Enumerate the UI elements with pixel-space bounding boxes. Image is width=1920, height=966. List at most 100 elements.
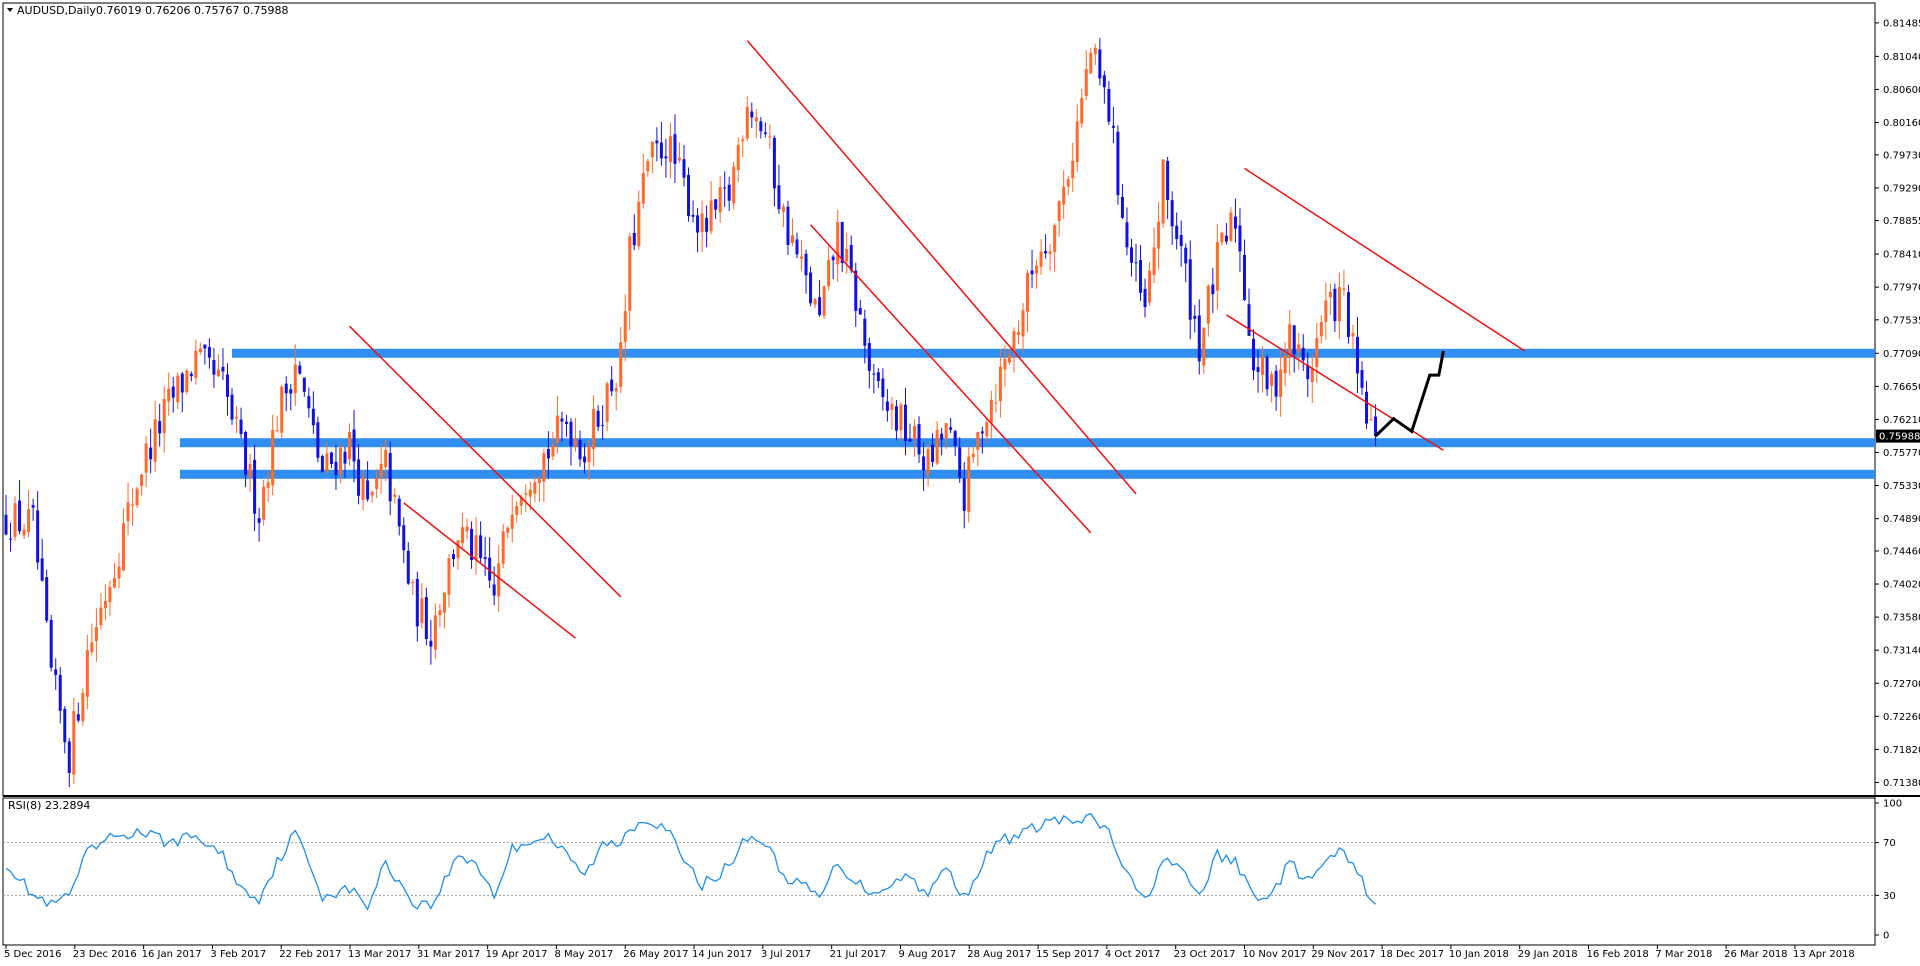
candle-body: [479, 535, 483, 558]
candle-body: [845, 248, 849, 262]
rsi-tick-label: 70: [1883, 838, 1896, 849]
candle-body: [894, 406, 898, 431]
candle-body: [1328, 291, 1332, 298]
candle-body: [302, 377, 306, 392]
candle-body: [935, 429, 939, 464]
candle-body: [800, 256, 804, 259]
candle-body: [1152, 247, 1156, 276]
candle-body: [1283, 355, 1287, 374]
candle-body: [1107, 89, 1111, 122]
candle-body: [393, 494, 397, 497]
candle-body: [112, 577, 116, 588]
candle-body: [1157, 221, 1161, 249]
candle-body: [592, 408, 596, 449]
candle-body: [809, 272, 813, 304]
candle-body: [474, 535, 478, 560]
candle-body: [533, 482, 537, 494]
candle-body: [379, 464, 383, 478]
candle-body: [461, 527, 465, 544]
candle-body: [1175, 225, 1179, 239]
time-tick-label: 31 Mar 2017: [417, 949, 480, 960]
candle-body: [922, 456, 926, 471]
candle-body: [696, 215, 700, 233]
candle-body: [198, 348, 202, 353]
zone-band: [180, 438, 1875, 448]
candle-body: [1053, 225, 1057, 252]
candle-body: [149, 447, 153, 460]
candle-body: [727, 184, 731, 201]
candle-body: [1161, 159, 1165, 224]
candle-body: [623, 311, 627, 342]
current-price-label: 0.75988: [1879, 432, 1920, 443]
chart-ohlc: 0.76019 0.76206 0.75767 0.75988: [96, 4, 288, 17]
candle-body: [872, 373, 876, 375]
candle-body: [230, 394, 234, 420]
candle-body: [1306, 364, 1310, 380]
candle-body: [555, 415, 559, 443]
channel-upper-line: [348, 325, 622, 598]
candle-body: [881, 378, 885, 398]
candle-body: [81, 693, 85, 722]
candle-body: [1242, 254, 1246, 300]
candle-body: [1098, 49, 1102, 79]
candle-body: [1315, 338, 1319, 367]
candle-body: [334, 461, 338, 476]
candle-body: [908, 438, 912, 442]
dropdown-triangle-icon[interactable]: [7, 8, 13, 12]
candle-body: [849, 244, 853, 271]
candle-body: [1184, 247, 1188, 264]
candle-body: [348, 431, 352, 460]
candle-body: [370, 491, 374, 496]
candle-body: [980, 431, 984, 434]
candle-body: [1030, 270, 1034, 275]
candle-body: [1247, 304, 1251, 336]
candle-body: [1012, 331, 1016, 353]
candle-body: [1279, 369, 1283, 397]
candle-body: [316, 422, 320, 458]
candle-body: [492, 584, 496, 596]
time-tick-label: 10 Jan 2018: [1449, 949, 1509, 960]
time-tick-label: 21 Jul 2017: [830, 949, 887, 960]
candle-body: [953, 431, 957, 447]
candle-body: [1197, 315, 1201, 362]
candle-body: [1179, 235, 1183, 246]
candle-body: [1188, 259, 1192, 320]
candle-body: [528, 489, 532, 497]
price-tick-label: 0.77535: [1883, 315, 1920, 326]
projection-line: [1374, 350, 1445, 438]
candle-body: [515, 505, 519, 515]
candle-body: [158, 421, 162, 434]
candle-body: [560, 418, 564, 422]
candle-body: [1369, 419, 1373, 421]
candle-body: [1301, 347, 1305, 361]
candle-body: [641, 172, 645, 204]
candle-body: [781, 206, 785, 212]
candle-body: [931, 444, 935, 462]
candle-body: [745, 107, 749, 139]
channel-lower-line: [810, 224, 1092, 534]
candle-body: [343, 451, 347, 464]
candle-body: [131, 504, 135, 506]
candle-body: [1139, 260, 1143, 293]
candle-body: [646, 161, 650, 172]
candle-body: [18, 500, 22, 532]
candle-body: [384, 449, 388, 468]
candle-body: [587, 446, 591, 463]
rsi-indicator: 100 70 30 0: [3, 799, 1902, 942]
candle-body: [732, 166, 736, 204]
candle-body: [1003, 358, 1007, 370]
price-tick-label: 0.71380: [1883, 778, 1920, 789]
candle-body: [338, 447, 342, 475]
time-tick-label: 13 Apr 2018: [1793, 949, 1855, 960]
candle-body: [262, 486, 266, 520]
candle-body: [1080, 98, 1084, 124]
candle-body: [465, 526, 469, 532]
candle-body: [614, 388, 618, 392]
